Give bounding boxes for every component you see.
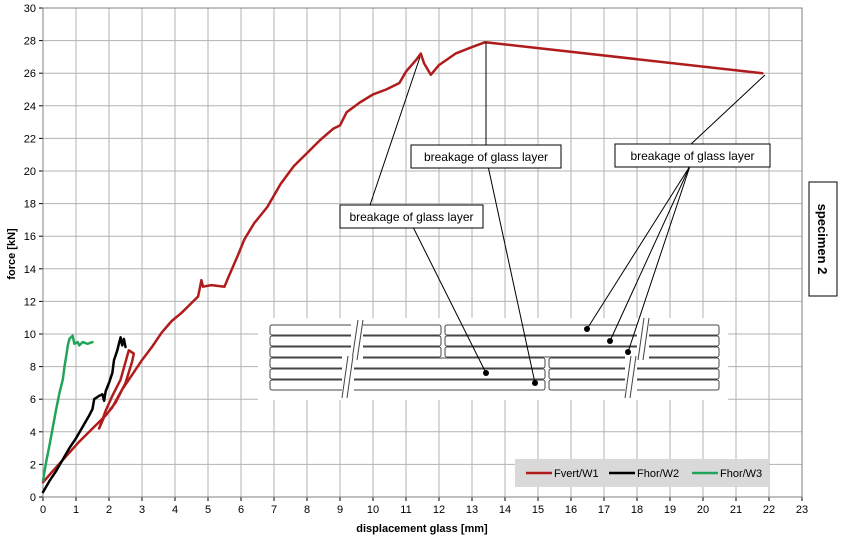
glass-layer <box>444 324 720 336</box>
x-tick-label: 3 <box>139 504 145 516</box>
legend-label-fhor-w2: Fhor/W2 <box>637 468 679 480</box>
grid <box>39 7 803 501</box>
x-tick-label: 10 <box>367 504 379 516</box>
y-tick-label: 14 <box>24 264 36 276</box>
annotation-box: breakage of glass layer <box>614 143 771 168</box>
legend-background <box>515 459 769 487</box>
x-tick-label: 2 <box>106 504 112 516</box>
annotation-text: breakage of glass layer <box>349 210 473 224</box>
x-tick-label: 20 <box>697 504 709 516</box>
annotation-text: breakage of glass layer <box>630 149 754 163</box>
x-tick-label: 18 <box>631 504 643 516</box>
leader-line <box>689 74 766 146</box>
x-tick-label: 22 <box>763 504 775 516</box>
y-tick-label: 24 <box>24 101 36 113</box>
y-tick-label: 18 <box>24 199 36 211</box>
glass-layer <box>269 379 546 391</box>
x-tick-label: 9 <box>337 504 343 516</box>
x-tick-label: 11 <box>400 504 411 516</box>
y-tick-label: 20 <box>24 166 36 178</box>
glass-layer <box>269 357 546 369</box>
x-tick-label: 1 <box>73 504 79 516</box>
series-line-fhor-w2 <box>41 336 127 494</box>
y-tick-label: 30 <box>24 3 36 15</box>
plot-frame <box>42 7 803 498</box>
x-tick-label: 16 <box>565 504 577 516</box>
y-tick-label: 28 <box>24 36 36 48</box>
leader-line <box>627 165 691 353</box>
glass-layer <box>444 335 720 347</box>
annotation-box: breakage of glass layer <box>410 144 562 169</box>
x-tick-label: 19 <box>664 504 676 516</box>
break-mark <box>642 317 650 361</box>
y-tick-label: 10 <box>24 329 36 341</box>
glass-layers-diagram <box>258 317 728 400</box>
x-tick-label: 7 <box>271 504 277 516</box>
leader-line <box>411 224 487 374</box>
series-line-fhor-w3 <box>41 334 94 482</box>
x-tick-label: 0 <box>40 504 46 516</box>
y-tick-label: 0 <box>30 492 36 504</box>
annotation-box: breakage of glass layer <box>339 204 484 229</box>
y-tick-label: 6 <box>30 394 36 406</box>
x-tick-label: 23 <box>796 504 808 516</box>
break-mark <box>624 355 632 399</box>
y-tick-label: 12 <box>24 296 36 308</box>
specimen-label: specimen 2 <box>815 204 830 275</box>
specimen-label-box: specimen 2 <box>808 181 838 297</box>
x-tick-label: 4 <box>172 504 178 516</box>
annotation-leaders <box>369 42 766 384</box>
series-line-fvert-w1 <box>41 40 764 484</box>
break-mark <box>346 355 354 399</box>
annotation-text: breakage of glass layer <box>424 150 548 164</box>
y-tick-label: 22 <box>24 133 36 145</box>
x-tick-label: 6 <box>238 504 244 516</box>
glass-layer <box>444 346 720 358</box>
leader-line <box>369 56 421 206</box>
break-mark <box>629 355 637 399</box>
y-axis-title: force [kN] <box>6 228 18 280</box>
x-tick-label: 12 <box>433 504 445 516</box>
y-tick-label: 2 <box>30 459 36 471</box>
x-tick-label: 5 <box>205 504 211 516</box>
series-layer <box>41 40 764 494</box>
x-tick-label: 14 <box>499 504 511 516</box>
break-mark <box>637 317 645 361</box>
x-axis-title: displacement glass [mm] <box>356 523 488 535</box>
legend-label-fhor-w3: Fhor/W3 <box>720 468 762 480</box>
y-tick-label: 8 <box>30 362 36 374</box>
break-mark <box>356 319 364 361</box>
x-tick-label: 15 <box>532 504 544 516</box>
x-tick-label: 17 <box>598 504 610 516</box>
leader-line <box>609 165 691 342</box>
y-tick-label: 16 <box>24 231 36 243</box>
x-tick-label: 21 <box>730 504 742 516</box>
x-tick-label: 8 <box>304 504 310 516</box>
legend: Fvert/W1 Fhor/W2 Fhor/W3 <box>515 459 769 487</box>
leader-line <box>487 165 536 384</box>
break-mark <box>341 355 349 399</box>
break-mark <box>351 319 359 361</box>
tick-labels: 0 1 2 3 4 5 6 7 8 9 10 11 12 13 14 15 16 17 18 19 20 21 22 2302… <box>24 3 808 516</box>
glass-layer <box>269 368 546 380</box>
x-tick-label: 13 <box>466 504 478 516</box>
y-tick-label: 4 <box>30 427 36 439</box>
leader-line <box>586 165 691 330</box>
legend-label-fvert: Fvert/W1 <box>554 468 599 480</box>
y-tick-label: 26 <box>24 68 36 80</box>
